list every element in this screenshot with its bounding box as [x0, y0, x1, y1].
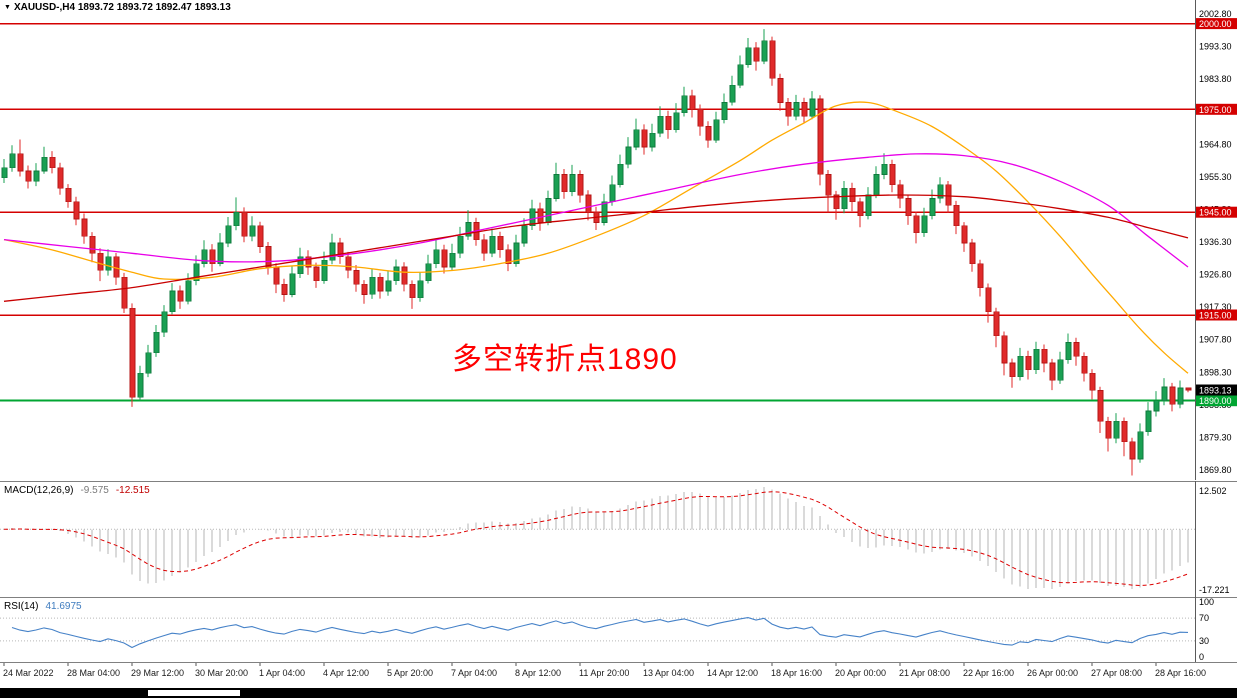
rsi-line — [11, 617, 1189, 649]
ma-red-line — [3, 194, 1189, 302]
rsi-value: 41.6975 — [45, 601, 82, 612]
main-price-chart[interactable]: 2002.801993.301983.801974.301964.801955.… — [0, 0, 1237, 480]
price-axis-label: 1917.30 — [1199, 302, 1232, 312]
time-label: 22 Apr 16:00 — [963, 668, 1014, 678]
macd-histogram — [11, 487, 1189, 589]
time-label: 24 Mar 2022 — [3, 668, 54, 678]
time-label: 8 Apr 12:00 — [515, 668, 561, 678]
price-axis-label: 1879.30 — [1199, 432, 1232, 442]
macd-label: MACD(12,26,9) — [4, 485, 74, 496]
price-axis-label: 1993.30 — [1199, 42, 1232, 52]
rsi-axis-label: 0 — [1199, 652, 1204, 662]
time-label: 26 Apr 00:00 — [1027, 668, 1078, 678]
time-label: 21 Apr 08:00 — [899, 668, 950, 678]
price-tag-label: 1915.00 — [1199, 311, 1232, 321]
time-label: 1 Apr 04:00 — [259, 668, 305, 678]
annotation-text[interactable]: 多空转折点1890 — [452, 343, 678, 376]
price-tag-label: 2000.00 — [1199, 19, 1232, 29]
symbol-ohlc-text: XAUUSD-,H4 1893.72 1893.72 1892.47 1893.… — [13, 2, 231, 13]
price-axis-label: 1964.80 — [1199, 139, 1232, 149]
price-tag — [1196, 103, 1237, 115]
macd-header: MACD(12,26,9) -9.575 -12.515 — [4, 485, 150, 496]
time-label: 5 Apr 20:00 — [387, 668, 433, 678]
time-label: 27 Apr 08:00 — [1091, 668, 1142, 678]
time-label: 7 Apr 04:00 — [451, 668, 497, 678]
symbol-header: ▼ XAUUSD-,H4 1893.72 1893.72 1892.47 1893… — [4, 2, 231, 13]
price-axis-label: 1869.80 — [1199, 465, 1232, 475]
collapse-arrow-icon[interactable]: ▼ — [4, 4, 11, 11]
time-label: 18 Apr 16:00 — [771, 668, 822, 678]
price-tag-label: 1890.00 — [1199, 396, 1232, 406]
price-tag-label: 1975.00 — [1199, 105, 1232, 115]
bottom-status-bar — [0, 688, 1237, 698]
time-label: 14 Apr 12:00 — [707, 668, 758, 678]
price-axis-label: 1926.80 — [1199, 270, 1232, 280]
ma-magenta-line — [3, 153, 1189, 268]
time-label: 28 Mar 04:00 — [67, 668, 120, 678]
price-axis-label: 1907.80 — [1199, 335, 1232, 345]
price-tag — [1196, 395, 1237, 407]
rsi-axis-label: 70 — [1199, 613, 1209, 623]
price-tag — [1196, 18, 1237, 30]
price-tag-label: 1893.13 — [1199, 386, 1232, 396]
time-label: 20 Apr 00:00 — [835, 668, 886, 678]
rsi-axis-label: 100 — [1199, 597, 1214, 607]
macd-axis-min-label: -17.221 — [1199, 585, 1230, 595]
price-axis-label: 2002.80 — [1199, 9, 1232, 19]
price-axis-label: 1936.30 — [1199, 237, 1232, 247]
rsi-header: RSI(14) 41.6975 — [4, 601, 82, 612]
price-tag — [1196, 206, 1237, 218]
price-axis-label: 1955.30 — [1199, 172, 1232, 182]
price-tag-label: 1945.00 — [1199, 208, 1232, 218]
time-label: 13 Apr 04:00 — [643, 668, 694, 678]
macd-axis-max-label: 12.502 — [1199, 486, 1227, 496]
macd-signal-line — [3, 491, 1189, 587]
macd-panel[interactable]: 12.502 -17.221 — [0, 481, 1237, 597]
rsi-axis-label: 30 — [1199, 636, 1209, 646]
time-label: 4 Apr 12:00 — [323, 668, 369, 678]
price-axis-label: 1898.30 — [1199, 367, 1232, 377]
price-tag — [1196, 384, 1237, 396]
time-label: 11 Apr 20:00 — [579, 668, 629, 678]
macd-main-value: -9.575 — [80, 485, 109, 496]
candles-group[interactable] — [1, 29, 1192, 476]
scroll-thumb[interactable] — [148, 690, 240, 696]
price-axis-label: 1983.80 — [1199, 74, 1232, 84]
time-axis[interactable]: 24 Mar 2022 28 Mar 04:00 29 Mar 12:00 30 Ma… — [0, 662, 1237, 688]
price-tag — [1196, 309, 1237, 321]
macd-signal-value: -12.515 — [115, 485, 150, 496]
time-label: 28 Apr 16:00 — [1155, 668, 1206, 678]
rsi-label: RSI(14) — [4, 601, 39, 612]
rsi-panel[interactable]: 100 70 30 0 — [0, 597, 1237, 662]
time-label: 29 Mar 12:00 — [131, 668, 184, 678]
time-label: 30 Mar 20:00 — [195, 668, 248, 678]
ma-orange-line — [3, 101, 1189, 374]
